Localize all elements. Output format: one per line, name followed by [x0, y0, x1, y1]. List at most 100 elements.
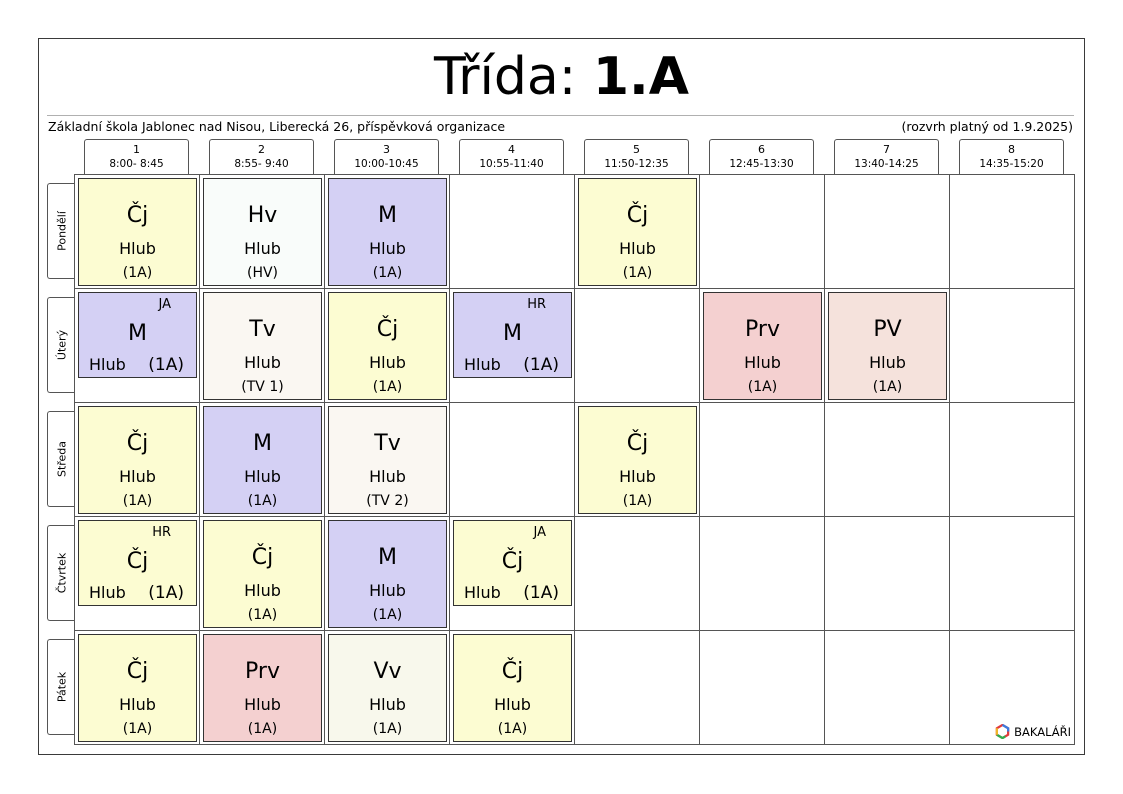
period-header-6: 6 12:45-13:30: [709, 139, 814, 174]
lesson-subject: Čj: [501, 659, 524, 684]
lesson-subject: Tv: [249, 317, 276, 342]
lesson-teacher: Hlub: [119, 239, 156, 258]
lesson-cell[interactable]: Čj Hlub (1A): [452, 633, 573, 743]
lesson-cell[interactable]: Čj Hlub (1A): [327, 291, 448, 401]
lesson-cell[interactable]: Tv Hlub (TV 2): [327, 405, 448, 515]
lesson-teacher: Hlub: [244, 239, 281, 258]
lesson-cell-split[interactable]: HR Čj Hlub (1A): [77, 519, 198, 607]
period-header-8: 8 14:35-15:20: [959, 139, 1064, 174]
lesson-teacher: Hlub: [464, 583, 501, 602]
title-divider: [47, 115, 1074, 116]
page-frame: [38, 38, 1085, 755]
period-header-7: 7 13:40-14:25: [834, 139, 939, 174]
lesson-cell[interactable]: Čj Hlub (1A): [577, 177, 698, 287]
grid-line: [699, 174, 700, 744]
day-label-monday: Pondělí: [47, 183, 75, 279]
lesson-subject: M: [253, 431, 272, 456]
lesson-teacher: Hlub: [244, 353, 281, 372]
lesson-cell[interactable]: M Hlub (1A): [202, 405, 323, 515]
grid-line: [74, 174, 1075, 175]
lesson-cell[interactable]: Čj Hlub (1A): [77, 405, 198, 515]
period-time: 8:55- 9:40: [234, 158, 289, 170]
lesson-subject: Čj: [251, 545, 274, 570]
day-text: Pátek: [55, 671, 68, 703]
lesson-teacher: Hlub: [119, 467, 156, 486]
day-label-wednesday: Středa: [47, 411, 75, 507]
lesson-cell[interactable]: Prv Hlub (1A): [202, 633, 323, 743]
lesson-teacher: Hlub: [369, 239, 406, 258]
lesson-group: (1A): [872, 379, 903, 395]
lesson-teacher: Hlub: [369, 695, 406, 714]
lesson-cell-split[interactable]: HR M Hlub (1A): [452, 291, 573, 379]
lesson-teacher: Hlub: [119, 695, 156, 714]
lesson-cell[interactable]: M Hlub (1A): [327, 177, 448, 287]
title-label: Třída:: [433, 47, 577, 107]
period-number: 5: [633, 143, 640, 156]
lesson-group: (1A): [247, 607, 278, 623]
lesson-room: HR: [152, 525, 171, 540]
grid-line: [324, 174, 325, 744]
lesson-room: JA: [158, 297, 172, 312]
lesson-subject: Čj: [376, 317, 399, 342]
day-label-thursday: Čtvrtek: [47, 525, 75, 621]
day-label-tuesday: Úterý: [47, 297, 75, 393]
school-name: Základní škola Jablonec nad Nisou, Liber…: [48, 119, 506, 134]
lesson-teacher: Hlub: [464, 355, 501, 374]
grid-line: [824, 174, 825, 744]
grid-line: [449, 174, 450, 744]
lesson-teacher: Hlub: [494, 695, 531, 714]
lesson-group: (1A): [122, 493, 153, 509]
page-title: Třída: 1.A: [38, 44, 1085, 110]
grid-line: [199, 174, 200, 744]
grid-line: [74, 288, 1075, 289]
lesson-group: (1A): [247, 721, 278, 737]
lesson-group: (1A): [372, 265, 403, 281]
lesson-teacher: Hlub: [619, 239, 656, 258]
day-text: Středa: [55, 440, 68, 478]
lesson-subject: M: [378, 545, 397, 570]
lesson-subject: Prv: [245, 659, 280, 684]
period-number: 1: [133, 143, 140, 156]
lesson-cell[interactable]: PV Hlub (1A): [827, 291, 948, 401]
lesson-group: (1A): [372, 607, 403, 623]
logo-text: BAKALÁŘI: [1014, 724, 1071, 739]
lesson-room: JA: [533, 525, 547, 540]
lesson-cell[interactable]: Vv Hlub (1A): [327, 633, 448, 743]
lesson-group: (1A): [622, 493, 653, 509]
lesson-group: (1A): [523, 583, 559, 603]
validity-note: (rozvrh platný od 1.9.2025): [901, 119, 1073, 134]
lesson-cell-split[interactable]: JA M Hlub (1A): [77, 291, 198, 379]
lesson-subject: Čj: [501, 549, 524, 574]
lesson-subject: M: [503, 321, 522, 346]
lesson-subject: Čj: [626, 431, 649, 456]
period-time: 10:55-11:40: [479, 158, 544, 170]
lesson-cell[interactable]: Čj Hlub (1A): [77, 177, 198, 287]
period-time: 8:00- 8:45: [109, 158, 164, 170]
period-number: 7: [883, 143, 890, 156]
period-number: 8: [1008, 143, 1015, 156]
lesson-group: (HV): [246, 265, 279, 281]
period-time: 11:50-12:35: [604, 158, 669, 170]
bakalari-logo: BAKALÁŘI: [995, 724, 1071, 739]
lesson-teacher: Hlub: [244, 467, 281, 486]
lesson-subject: Čj: [126, 659, 149, 684]
lesson-teacher: Hlub: [369, 581, 406, 600]
period-number: 4: [508, 143, 515, 156]
grid-line: [74, 630, 1075, 631]
grid-line: [74, 516, 1075, 517]
lesson-cell[interactable]: Čj Hlub (1A): [577, 405, 698, 515]
lesson-subject: M: [378, 203, 397, 228]
lesson-teacher: Hlub: [744, 353, 781, 372]
lesson-teacher: Hlub: [89, 355, 126, 374]
lesson-group: (1A): [148, 355, 184, 375]
lesson-cell[interactable]: Hv Hlub (HV): [202, 177, 323, 287]
lesson-cell[interactable]: M Hlub (1A): [327, 519, 448, 629]
lesson-cell[interactable]: Čj Hlub (1A): [77, 633, 198, 743]
grid-line: [949, 174, 950, 744]
lesson-group: (TV 2): [366, 493, 409, 509]
lesson-cell[interactable]: Prv Hlub (1A): [702, 291, 823, 401]
lesson-group: (1A): [247, 493, 278, 509]
lesson-cell-split[interactable]: JA Čj Hlub (1A): [452, 519, 573, 607]
lesson-cell[interactable]: Tv Hlub (TV 1): [202, 291, 323, 401]
lesson-cell[interactable]: Čj Hlub (1A): [202, 519, 323, 629]
